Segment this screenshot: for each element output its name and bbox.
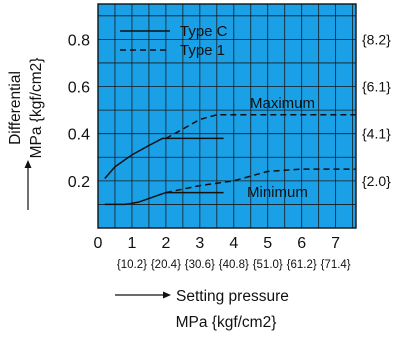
- x-secondary-tick-label: {40.8}: [219, 259, 249, 271]
- series-lines: [104, 114, 356, 206]
- x-secondary-tick-label: {71.4}: [321, 259, 351, 271]
- annotation-maximum: Maximum: [250, 95, 315, 112]
- y-tick-label: 0.6: [68, 80, 90, 97]
- y-tick-label: 0.2: [68, 174, 90, 191]
- x-tick-label: 4: [229, 235, 238, 252]
- series-type-c-minimum: [104, 191, 224, 206]
- grid: [98, 4, 356, 228]
- x-tick-label: 1: [127, 235, 136, 252]
- x-secondary-tick-label: {20.4}: [151, 259, 181, 271]
- x-tick-label: 2: [161, 235, 170, 252]
- y-secondary-tick-label: {8.2}: [362, 31, 391, 47]
- x-tick-label: 6: [297, 235, 306, 252]
- x-axis-title: Setting pressure: [176, 288, 289, 305]
- series-type-1-maximum: [165, 114, 356, 140]
- y-secondary-tick-label: {2.0}: [362, 173, 391, 189]
- x-axis-unit: MPa {kgf/cm2}: [176, 314, 277, 331]
- plot-background: [98, 4, 356, 228]
- series-type-c-maximum: [104, 137, 224, 179]
- annotation-minimum: Minimum: [247, 184, 308, 201]
- x-tick-label: 7: [331, 235, 340, 252]
- x-tick-label: 3: [195, 235, 204, 252]
- x-tick-label: 5: [263, 235, 272, 252]
- legend-type-c-label: Type C: [180, 23, 228, 40]
- legend-type-1-label: Type 1: [180, 42, 225, 59]
- x-secondary-tick-label: {30.6}: [185, 259, 215, 271]
- y-axis-title: Differential: [7, 71, 24, 145]
- y-secondary-tick-label: {6.1}: [362, 79, 391, 95]
- plot-frame: [97, 3, 357, 229]
- y-secondary-tick-label: {4.1}: [362, 126, 391, 142]
- y-axis-unit: MPa {kgf/cm2}: [28, 58, 45, 159]
- x-secondary-tick-label: {10.2}: [117, 259, 147, 271]
- x-secondary-tick-label: {51.0}: [253, 259, 283, 271]
- tick-labels: 0 1 2 3 4 5 6 7 {10.2} {20.4} {30.6} {40.8} {51.0} {6…: [68, 31, 391, 271]
- x-secondary-tick-label: {61.2}: [287, 259, 317, 271]
- y-axis-arrow-head: [24, 160, 32, 168]
- y-tick-label: 0.8: [68, 32, 90, 49]
- y-tick-label: 0.4: [68, 127, 90, 144]
- x-tick-label: 0: [94, 235, 103, 252]
- x-axis-arrow-head: [163, 291, 171, 299]
